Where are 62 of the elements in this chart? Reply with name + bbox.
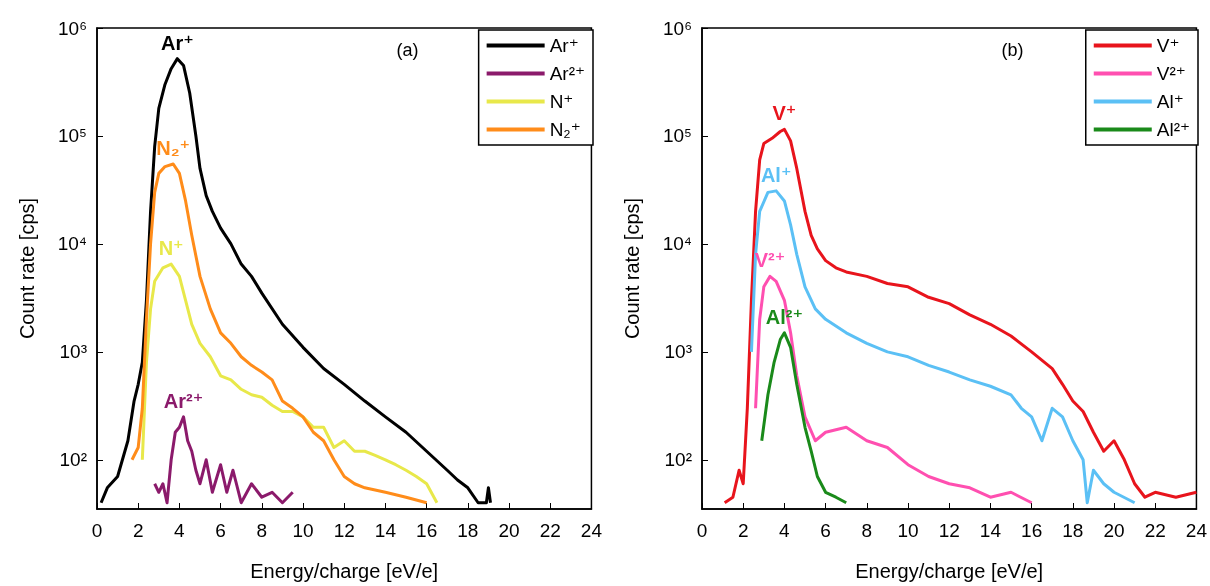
line-series: [760, 331, 848, 505]
text: Ar²⁺: [163, 389, 204, 412]
text: N₂⁺: [156, 136, 191, 159]
text: (a): [396, 40, 419, 60]
y-axis-title: Count rate [cps]: [621, 197, 643, 340]
x-tick-label: 14: [374, 520, 397, 541]
y-tick-label: 10²: [664, 449, 692, 471]
text: (b): [1001, 40, 1024, 60]
line-series: [130, 162, 429, 505]
y-tick-label: 10⁵: [662, 125, 692, 147]
legend-label: Ar²⁺: [549, 63, 585, 84]
x-tick-label: 0: [91, 520, 103, 541]
x-tick-label: 20: [498, 520, 520, 541]
legend-label: N⁺: [549, 91, 574, 112]
y-tick-label: 10⁵: [57, 125, 87, 147]
x-tick-label: 8: [256, 520, 268, 541]
text: V⁺: [772, 102, 797, 125]
text: Al⁺: [760, 163, 792, 186]
y-tick-label: 10²: [59, 449, 87, 471]
x-tick-label: 8: [861, 520, 873, 541]
legend-label: V⁺: [1156, 35, 1180, 56]
y-tick-label: 10³: [59, 341, 87, 363]
y-axis-title: Count rate [cps]: [16, 197, 38, 340]
x-tick-label: 10: [292, 520, 314, 541]
x-tick-label: 24: [580, 520, 603, 541]
legend-label: N₂⁺: [549, 119, 581, 140]
x-tick-label: 24: [1185, 520, 1208, 541]
line-series: [754, 274, 1034, 505]
x-tick-label: 4: [174, 520, 186, 541]
x-tick-label: 12: [333, 520, 355, 541]
y-tick-label: 10³: [664, 341, 692, 363]
x-tick-label: 20: [1103, 520, 1125, 541]
legend-label: V²⁺: [1156, 63, 1186, 84]
legend-label: Ar⁺: [549, 35, 579, 56]
x-tick-label: 18: [457, 520, 479, 541]
x-tick-label: 14: [979, 520, 1002, 541]
x-axis-title: Energy/charge [eV/e]: [250, 560, 439, 582]
y-tick-label: 10⁶: [663, 17, 692, 39]
x-tick-label: 4: [779, 520, 791, 541]
x-axis-title: Energy/charge [eV/e]: [855, 560, 1044, 582]
x-tick-label: 6: [215, 520, 226, 541]
y-tick-label: 10⁴: [57, 233, 87, 255]
legend-label: Al²⁺: [1156, 119, 1190, 140]
text: N⁺: [158, 237, 184, 260]
x-tick-label: 2: [737, 520, 749, 541]
x-tick-label: 0: [696, 520, 708, 541]
x-tick-label: 12: [938, 520, 960, 541]
x-tick-label: 2: [132, 520, 144, 541]
line-series: [140, 262, 439, 505]
x-tick-label: 22: [539, 520, 561, 541]
y-tick-label: 10⁴: [662, 233, 692, 255]
x-tick-label: 22: [1144, 520, 1166, 541]
x-tick-label: 18: [1062, 520, 1084, 541]
line-series: [153, 415, 295, 505]
y-tick-label: 10⁶: [58, 17, 87, 39]
x-tick-label: 10: [897, 520, 919, 541]
x-tick-label: 16: [1021, 520, 1043, 541]
legend-label: Al⁺: [1156, 91, 1184, 112]
x-tick-label: 6: [820, 520, 831, 541]
text: Ar⁺: [160, 31, 194, 54]
line-series: [749, 189, 1137, 505]
x-tick-label: 16: [416, 520, 438, 541]
